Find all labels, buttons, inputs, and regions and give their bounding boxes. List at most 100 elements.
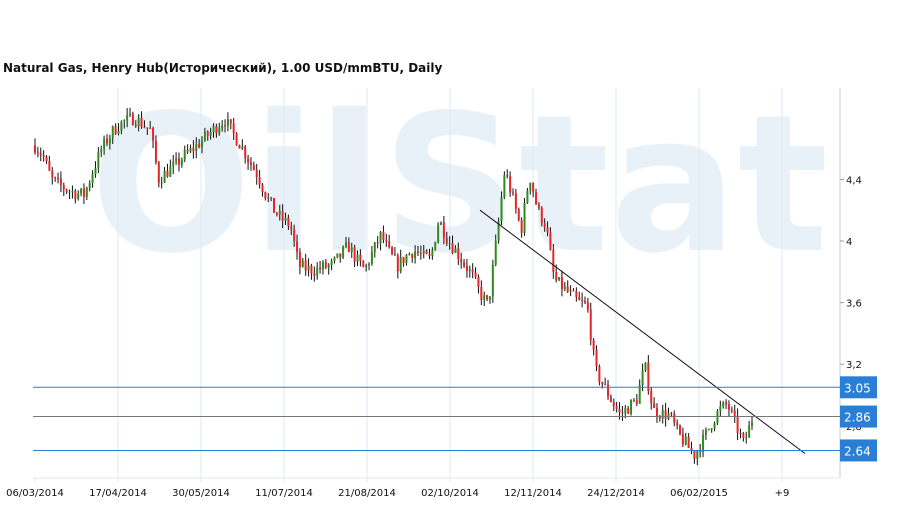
candle-body bbox=[653, 403, 656, 408]
candle-body bbox=[307, 265, 310, 271]
candle-body bbox=[592, 340, 595, 350]
candle-body bbox=[690, 447, 693, 451]
candle-body bbox=[74, 191, 77, 200]
candle-body bbox=[368, 263, 371, 266]
candle-body bbox=[503, 175, 506, 198]
candle-body bbox=[241, 146, 244, 149]
candle-body bbox=[465, 265, 468, 272]
candle-body bbox=[563, 286, 566, 290]
candle-body bbox=[434, 242, 437, 251]
candle-body bbox=[448, 243, 451, 245]
candle-body bbox=[471, 269, 474, 273]
y-tick-label: 3,2 bbox=[846, 360, 862, 371]
candle-body bbox=[105, 138, 108, 144]
candle-body bbox=[463, 262, 466, 266]
candle-body bbox=[722, 402, 725, 407]
candle-body bbox=[549, 232, 552, 250]
candle-body bbox=[494, 240, 497, 265]
candle-body bbox=[226, 119, 229, 127]
candle-body bbox=[42, 155, 45, 157]
candle-body bbox=[296, 241, 299, 253]
candle-body bbox=[218, 128, 221, 134]
candle-body bbox=[725, 402, 728, 405]
candle-body bbox=[65, 189, 68, 192]
candle-body bbox=[131, 113, 134, 125]
x-tick-label: 06/03/2014 bbox=[6, 488, 64, 499]
candle-body bbox=[529, 182, 532, 191]
candle-body bbox=[431, 250, 434, 256]
candle-body bbox=[362, 260, 365, 268]
candle-body bbox=[566, 286, 569, 292]
candle-body bbox=[595, 349, 598, 367]
candle-body bbox=[356, 254, 359, 262]
candle-body bbox=[399, 257, 402, 272]
x-tick-label: 11/07/2014 bbox=[255, 488, 313, 499]
candle-body bbox=[333, 257, 336, 262]
candle-body bbox=[385, 239, 388, 242]
candle-body bbox=[339, 253, 342, 258]
candle-body bbox=[405, 255, 408, 264]
candle-body bbox=[644, 362, 647, 371]
candle-body bbox=[540, 207, 543, 224]
candle-body bbox=[560, 277, 563, 290]
candle-body bbox=[59, 178, 62, 186]
candle-body bbox=[319, 267, 322, 270]
candle-body bbox=[350, 247, 353, 253]
candle-body bbox=[298, 252, 301, 267]
candle-body bbox=[388, 241, 391, 248]
candle-body bbox=[704, 429, 707, 435]
candle-body bbox=[488, 296, 491, 300]
candle-body bbox=[537, 204, 540, 208]
candle-body bbox=[598, 366, 601, 382]
candle-body bbox=[370, 252, 373, 264]
candle-body bbox=[108, 137, 111, 144]
x-tick-label: 02/10/2014 bbox=[421, 488, 479, 499]
y-tick-label: 3,6 bbox=[846, 299, 862, 310]
y-tick-label: 4,4 bbox=[846, 175, 862, 186]
candle-body bbox=[255, 170, 258, 178]
level-label-box bbox=[840, 376, 877, 399]
candle-body bbox=[442, 222, 445, 238]
candle-body bbox=[278, 210, 281, 215]
x-tick-label: 30/05/2014 bbox=[172, 488, 230, 499]
candle-body bbox=[736, 415, 739, 433]
candle-body bbox=[748, 425, 751, 438]
candle-body bbox=[258, 177, 261, 185]
candle-body bbox=[451, 243, 454, 253]
candle-body bbox=[284, 217, 287, 221]
candle-body bbox=[581, 300, 584, 302]
candle-body bbox=[281, 210, 284, 221]
candle-body bbox=[192, 147, 195, 152]
candle-body bbox=[719, 406, 722, 411]
candle-body bbox=[290, 226, 293, 230]
candle-body bbox=[39, 153, 42, 156]
candle-body bbox=[373, 242, 376, 253]
candle-body bbox=[365, 265, 368, 268]
candle-body bbox=[627, 408, 630, 414]
candle-body bbox=[468, 269, 471, 272]
candle-body bbox=[411, 254, 414, 258]
candle-body bbox=[546, 227, 549, 233]
candle-body bbox=[376, 242, 379, 244]
candle-body bbox=[480, 286, 483, 300]
candle-body bbox=[500, 197, 503, 222]
candle-body bbox=[154, 140, 157, 163]
candle-body bbox=[532, 182, 535, 193]
candle-body bbox=[203, 131, 206, 141]
candle-body bbox=[62, 185, 65, 190]
candle-body bbox=[693, 450, 696, 459]
candle-body bbox=[575, 291, 578, 297]
candle-body bbox=[477, 276, 480, 287]
candle-body bbox=[103, 138, 106, 150]
candle-body bbox=[163, 170, 166, 183]
candle-body bbox=[353, 247, 356, 262]
candle-body bbox=[745, 437, 748, 439]
candle-body bbox=[347, 242, 350, 253]
candle-body bbox=[396, 255, 399, 272]
candle-body bbox=[583, 300, 586, 303]
candle-body bbox=[175, 158, 178, 162]
candle-body bbox=[215, 126, 218, 134]
candle-body bbox=[526, 190, 529, 203]
candle-body bbox=[344, 242, 347, 247]
candle-body bbox=[586, 302, 589, 310]
